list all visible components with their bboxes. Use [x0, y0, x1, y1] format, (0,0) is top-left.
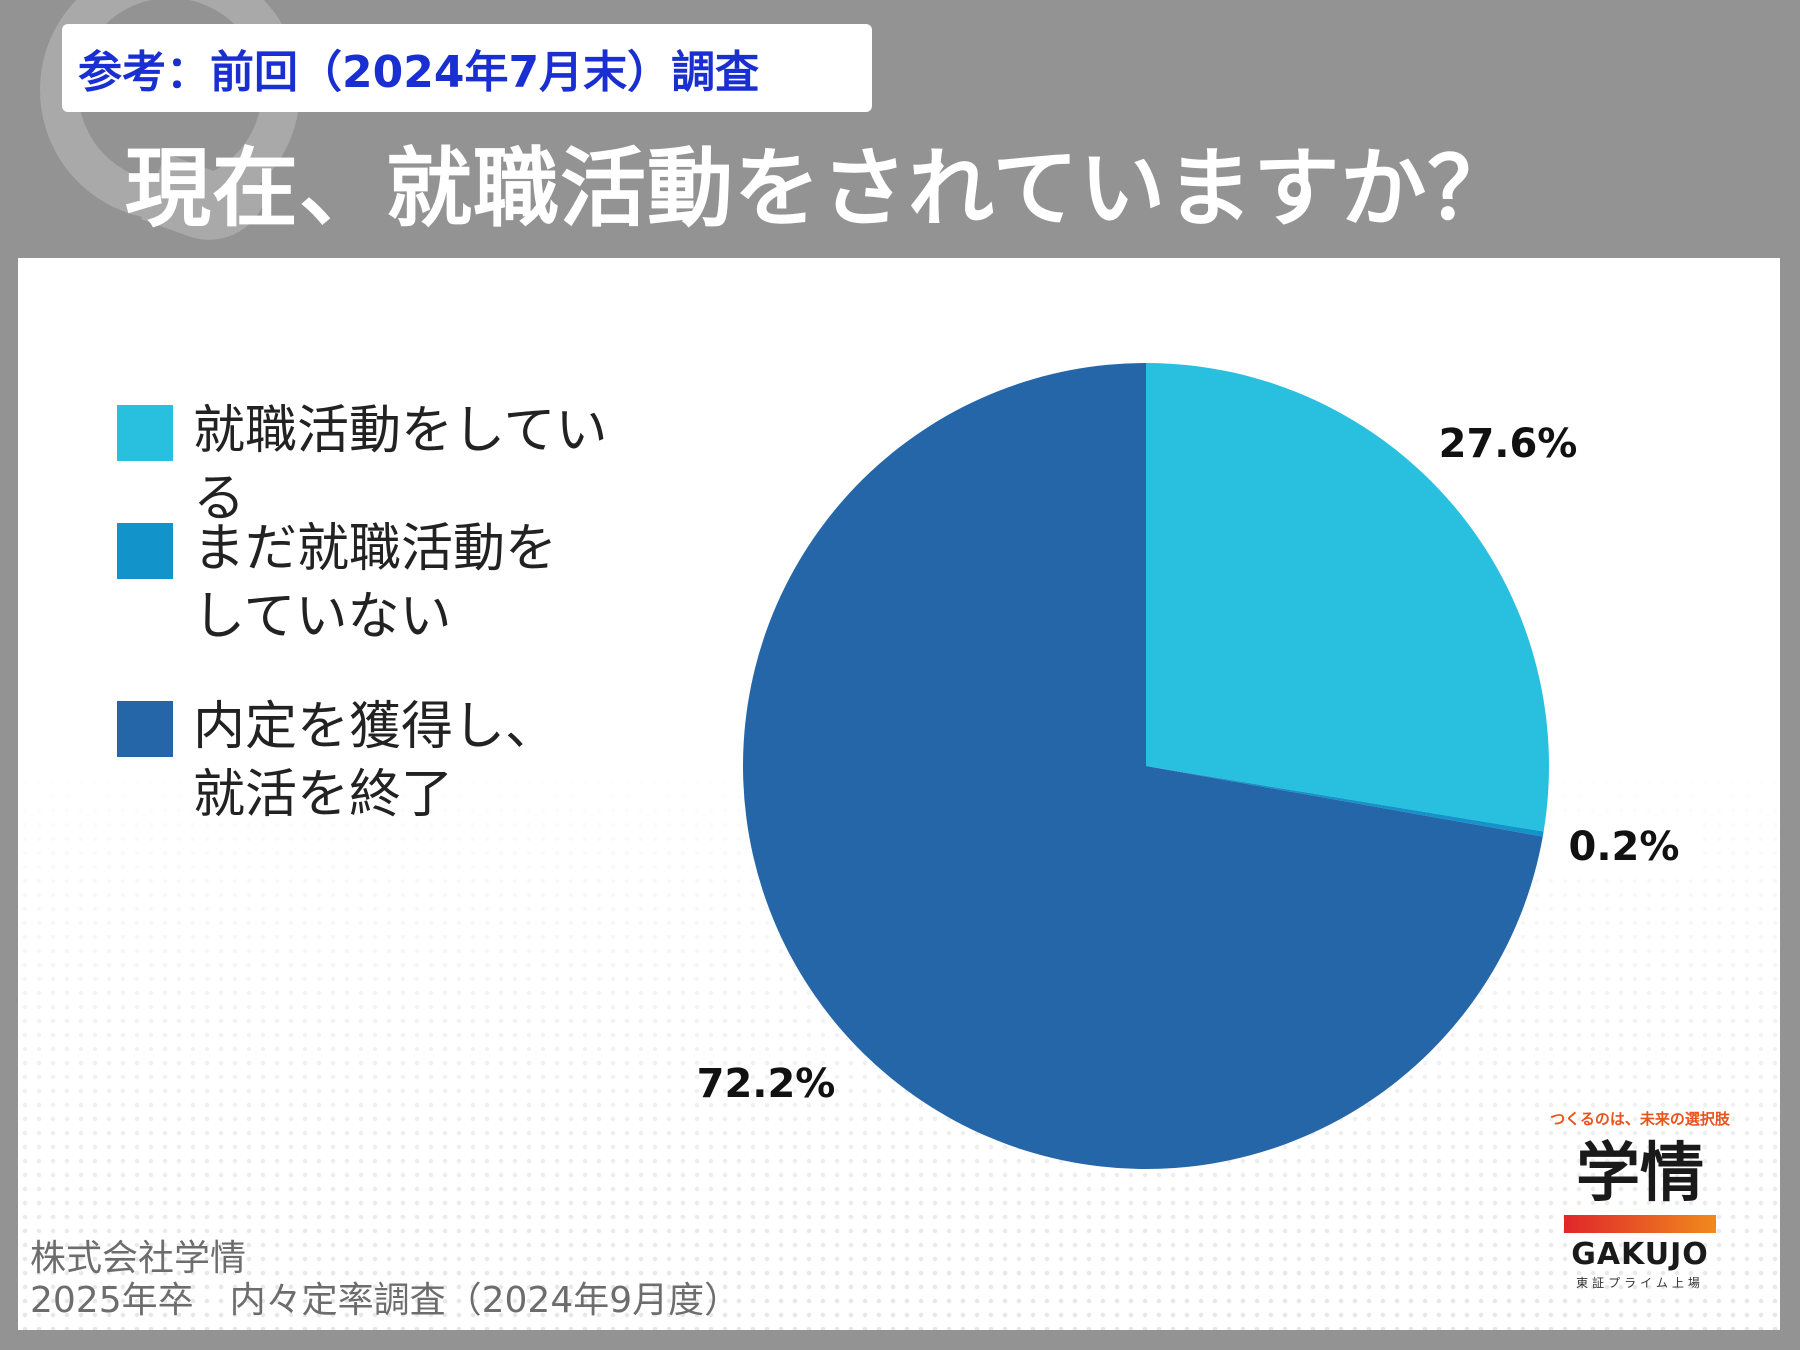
pie-slice-finished	[743, 363, 1543, 1169]
data-label-searching: 27.6%	[1439, 421, 1578, 467]
logo-name: GAKUJO	[1571, 1237, 1709, 1272]
legend-swatch-finished	[117, 701, 173, 757]
logo-gradient-bar	[1564, 1215, 1716, 1233]
reference-badge: 参考：前回（2024年7月末）調査	[62, 24, 872, 112]
gakujo-logo: つくるのは、未来の選択肢 学情 GAKUJO 東証プライム上場	[1540, 1108, 1740, 1291]
legend-swatch-searching	[117, 405, 173, 461]
pie-slice-not-started	[1146, 766, 1544, 837]
data-label-not-started: 0.2%	[1569, 824, 1680, 870]
legend-label-finished: 内定を獲得し、 就活を終了	[193, 697, 558, 825]
logo-mark: 学情	[1576, 1137, 1704, 1211]
legend-item-not-started: まだ就職活動を していない	[117, 515, 613, 651]
logo-tagline: つくるのは、未来の選択肢	[1550, 1110, 1730, 1128]
source-note: 株式会社学情 2025年卒 内々定率調査（2024年9月度）	[30, 1238, 740, 1322]
source-survey: 2025年卒 内々定率調査（2024年9月度）	[30, 1280, 741, 1321]
legend-label-not-started: まだ就職活動を していない	[193, 519, 558, 647]
data-label-finished: 72.2%	[697, 1061, 836, 1107]
question-title: 現在、就職活動をされていますか？	[125, 139, 1515, 239]
legend-swatch-not-started	[117, 523, 173, 579]
legend-label-searching: 就職活動をしている	[193, 401, 608, 529]
data-label-background	[1548, 814, 1700, 876]
legend-item-finished: 内定を獲得し、 就活を終了	[117, 693, 613, 829]
logo-subtitle: 東証プライム上場	[1576, 1276, 1704, 1290]
source-company: 株式会社学情	[30, 1238, 247, 1279]
legend-item-searching: 就職活動をしている	[117, 397, 613, 533]
pie-slice-searching	[1146, 363, 1549, 832]
reference-label: 参考：前回（2024年7月末）調査	[78, 47, 760, 98]
